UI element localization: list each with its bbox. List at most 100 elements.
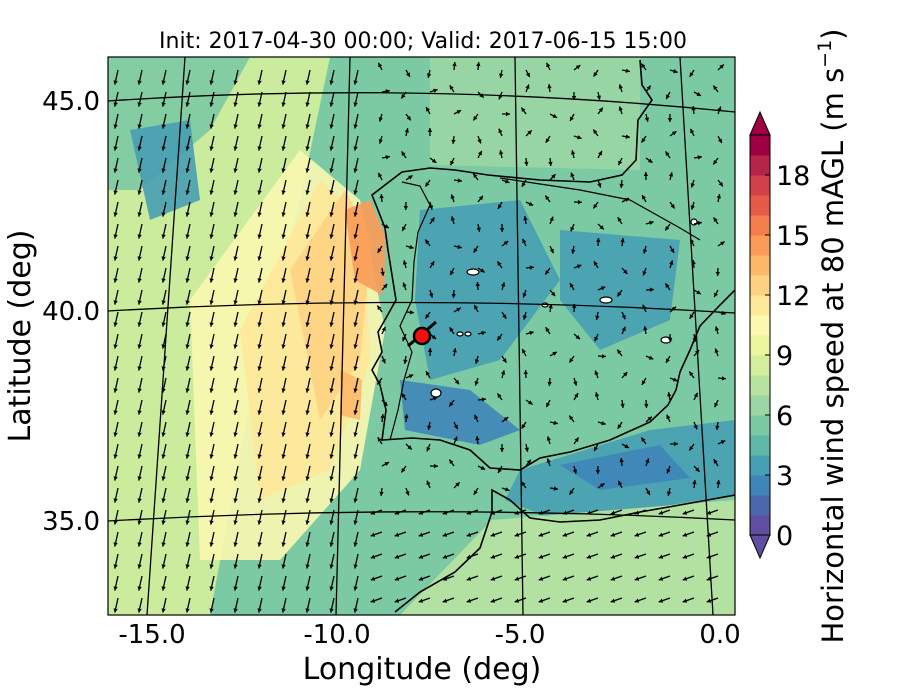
wind-arrow [405,244,414,250]
wind-arrow [525,69,531,78]
colorbar-segment [750,475,770,496]
wind-arrow [137,377,143,393]
wind-arrow [233,553,239,569]
colorbar-segment [750,335,770,356]
wind-arrow [185,135,191,151]
wind-arrow [137,201,143,217]
wind-arrow [281,179,287,195]
wind-arrow [161,113,167,129]
wind-arrow [329,465,335,481]
wind-arrow [137,267,143,283]
wind-arrow [353,421,359,437]
wind-arrow [305,575,311,591]
wind-arrow [586,553,599,559]
wind-arrow [305,377,311,393]
wind-arrow [209,421,215,437]
wind-arrow [693,289,702,295]
wind-arrow [568,415,575,423]
wind-arrow [329,179,335,195]
wind-arrow [329,597,335,613]
wind-arrow [500,370,506,379]
wind-arrow [281,69,287,85]
wind-arrow [185,113,191,129]
wind-arrow [466,597,479,603]
colorbar-label-superscript: −1 [814,40,836,68]
wind-arrow [570,223,575,232]
wind-arrow [257,531,263,547]
wind-arrow [562,597,575,603]
wind-arrow [329,355,335,371]
wind-arrow [209,355,215,371]
wind-arrow [161,597,167,613]
wind-arrow [549,486,559,491]
wind-arrow [714,348,719,357]
wind-arrow [113,509,119,525]
wind-arrow [573,199,583,205]
wind-arrow [305,135,311,151]
wind-arrow [429,217,436,225]
wind-arrow [450,216,455,225]
wind-arrow [522,289,527,298]
wind-arrow [209,509,215,525]
wind-arrow [305,333,311,349]
colorbar-segment [750,515,770,536]
wind-arrow [669,130,677,137]
wind-arrow [185,531,191,547]
wind-arrow [257,201,263,217]
wind-arrow [597,107,604,115]
wind-arrow [209,223,215,239]
wind-arrow [549,216,554,225]
wind-arrow [353,575,359,591]
wind-arrow [426,443,431,452]
wind-arrow [477,135,482,144]
wind-arrow [712,85,719,93]
wind-arrow [161,509,167,525]
wind-arrow [645,85,652,93]
wind-arrow [706,575,719,581]
wind-arrow [429,289,434,298]
wind-arrow [137,91,143,107]
wind-arrow [497,465,503,474]
wind-arrow [185,311,191,327]
wind-arrow [403,355,408,365]
wind-arrow [501,355,507,364]
wind-arrow [329,289,335,305]
wind-arrow [161,311,167,327]
wind-arrow [610,553,623,559]
wind-arrow [477,397,487,402]
wind-arrow [693,349,700,357]
wind-arrow [514,553,527,559]
wind-arrow [496,261,503,269]
wind-arrow [497,201,503,210]
wind-arrow [545,62,551,71]
wind-arrow [113,597,119,613]
wind-arrow [353,245,359,261]
wind-arrow [113,91,119,107]
wind-arrow [329,157,335,173]
wind-arrow [442,597,455,603]
wind-arrow [185,509,191,525]
wind-arrow [668,172,674,181]
wind-arrow [524,157,529,167]
wind-arrow [621,197,630,203]
wind-arrow [233,487,239,503]
wind-arrow [538,553,551,559]
wind-arrow [617,421,623,430]
wind-arrow [353,487,359,503]
wind-arrow [161,531,167,547]
colorbar-segment [750,355,770,376]
wind-arrow [597,150,603,159]
wind-arrow [621,371,628,379]
wind-arrow [233,421,239,437]
wind-arrow [596,237,601,247]
colorbar-label: Horizontal wind speed at 80 mAGL (m s−1) [814,28,850,643]
wind-arrow [113,289,119,305]
wind-arrow [161,553,167,569]
contour-region [560,230,680,350]
wind-arrow [370,509,383,515]
wind-arrow [113,399,119,415]
wind-arrow [549,113,558,119]
site-marker [407,320,437,348]
wind-arrow [233,289,239,305]
wind-arrow [571,303,577,313]
